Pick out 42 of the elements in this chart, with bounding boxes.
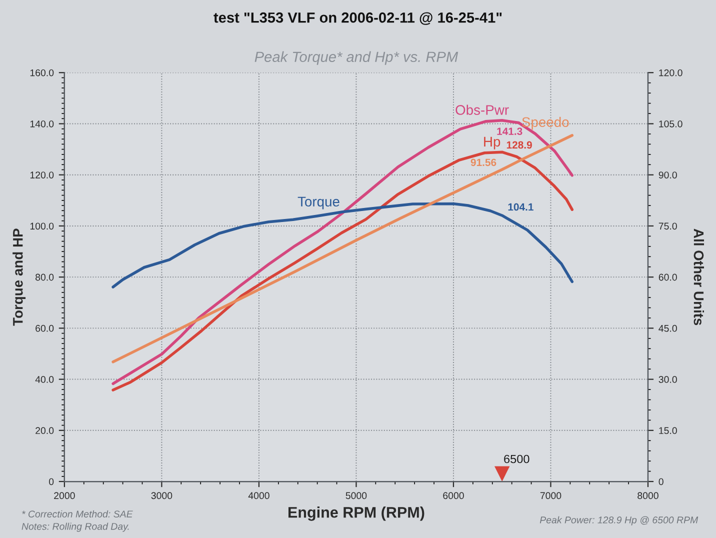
y-tick-label: 140.0 (30, 120, 54, 128)
x-tick-label: 7000 (540, 492, 562, 500)
x-axis-title: Engine RPM (RPM) (288, 506, 424, 521)
y-tick-label: 0 (48, 478, 54, 486)
y-tick-label: 120.0 (30, 172, 54, 178)
y2-tick-label: 45.0 (658, 324, 677, 332)
data-label: 104.1 (508, 203, 534, 211)
series-label: Hp (484, 136, 500, 150)
text: Peak Power: 128.9 Hp @ 6500 RPM (540, 516, 698, 526)
y-tick-label: 20.0 (36, 427, 54, 434)
chart-title: test "L353 VLF on 2006-02-11 @ 16-25-41" (214, 12, 502, 25)
series-label: Speedo (522, 116, 569, 130)
x-tick-label: 4000 (248, 492, 270, 500)
y2-axis-title: All Other Units (694, 228, 704, 326)
x-tick-label: 3000 (151, 492, 172, 500)
y-tick-label: 100.0 (30, 222, 54, 230)
series-label: Torque (298, 196, 340, 210)
x-tick-label: 2000 (54, 492, 75, 500)
y2-tick-label: 75.0 (658, 222, 677, 230)
y-tick-label: 80.0 (36, 274, 54, 281)
x-tick-label: 6000 (443, 492, 464, 500)
data-label: 141.3 (497, 128, 522, 136)
text: * Correction Method: SAE (22, 510, 133, 518)
x-tick-label: 5000 (346, 492, 367, 500)
y2-tick-label: 15.0 (659, 427, 677, 434)
y2-tick-label: 120.0 (659, 69, 682, 76)
data-label: 128.9 (506, 141, 532, 149)
y2-tick-label: 60.0 (658, 274, 677, 281)
series-label: Obs-Pwr (456, 104, 509, 115)
y2-tick-label: 30.0 (658, 376, 677, 383)
annotation: 6500 (504, 454, 530, 464)
y2-tick-label: 0 (658, 478, 664, 486)
data-label: 91.56 (470, 158, 496, 166)
y-tick-label: 160.0 (30, 69, 54, 76)
y-tick-label: 40.0 (35, 376, 54, 383)
y-tick-label: 60.0 (36, 324, 54, 332)
y2-tick-label: 105.0 (659, 120, 682, 128)
x-tick-label: 8000 (638, 492, 658, 500)
y2-tick-label: 90.0 (658, 172, 677, 178)
y-axis-title: Torque and HP (12, 228, 26, 326)
chart-subtitle: Peak Torque* and Hp* vs. RPM (254, 51, 458, 65)
text: Notes: Rolling Road Day. (22, 522, 129, 532)
